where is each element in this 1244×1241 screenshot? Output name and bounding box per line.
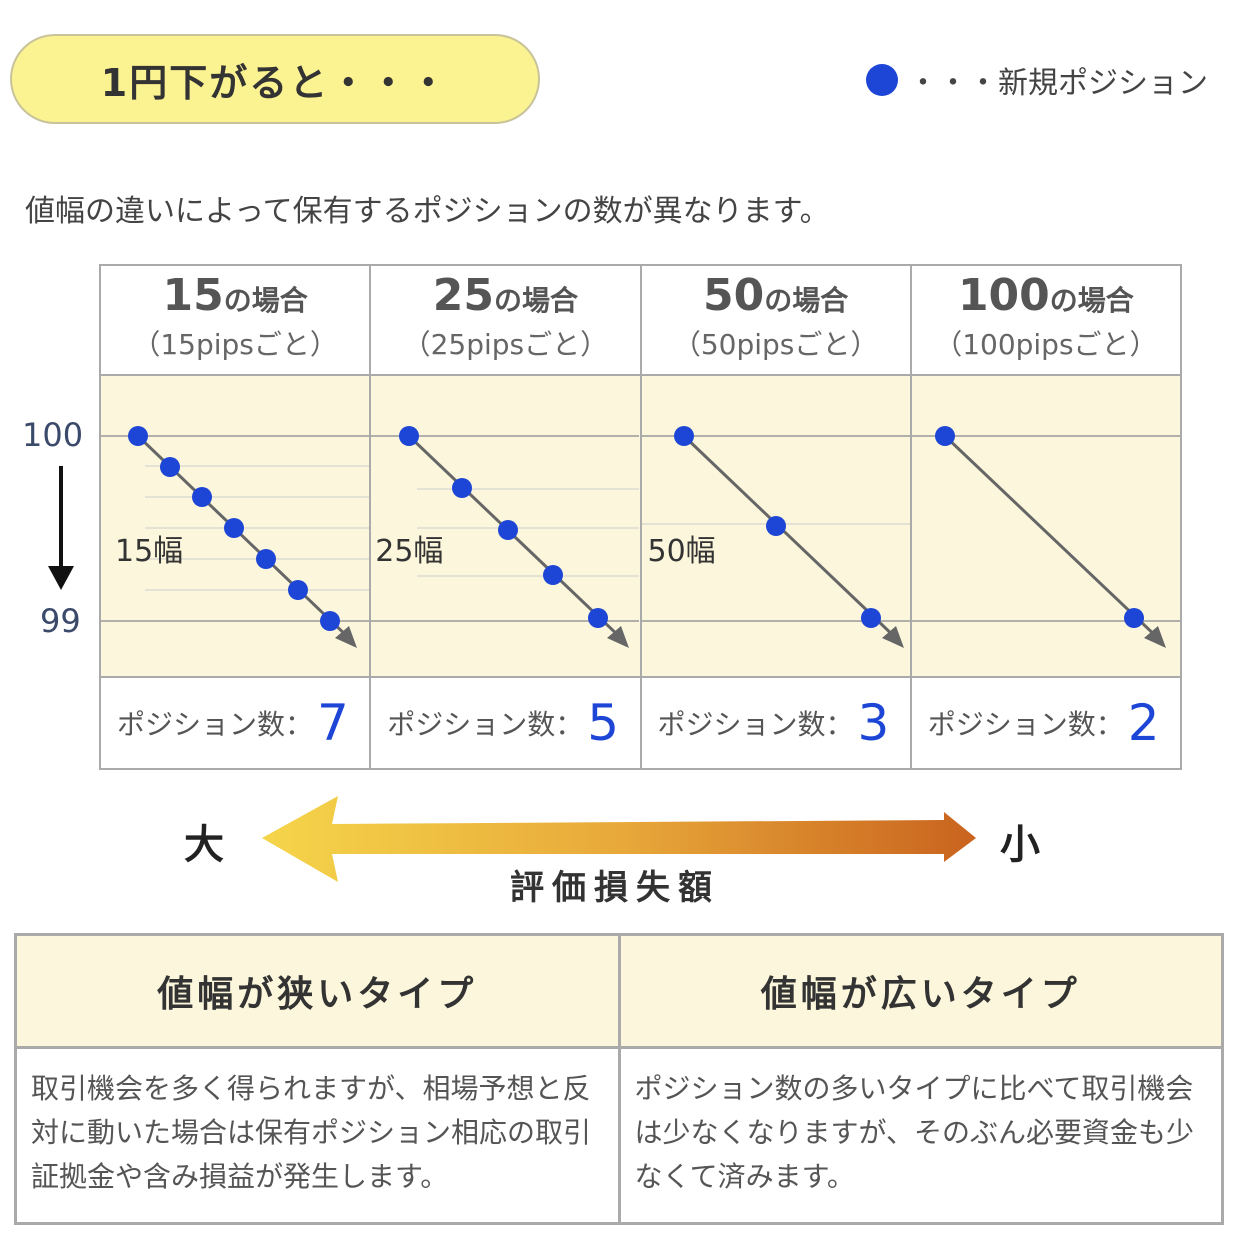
column-15: 15の場合 （15pipsごと） 15幅 bbox=[101, 266, 370, 768]
comparison-grid: 15の場合 （15pipsごと） 15幅 bbox=[99, 264, 1182, 770]
position-plot: 15幅 bbox=[101, 376, 370, 676]
column-subtitle: （15pipsごと） bbox=[132, 328, 338, 361]
arrow-caption: 評価損失額 bbox=[510, 868, 720, 908]
column-subtitle: （25pipsごと） bbox=[402, 328, 609, 361]
count-value: 5 bbox=[587, 694, 620, 752]
header-pill: 1円下がると・・・ bbox=[10, 34, 540, 124]
y-label-top: 100 bbox=[22, 416, 84, 454]
down-arrow-icon bbox=[48, 466, 74, 590]
plot-svg bbox=[101, 426, 369, 648]
count-label: ポジション数： bbox=[657, 708, 854, 741]
position-count: ポジション数： 7 bbox=[101, 676, 370, 768]
column-title-suffix: の場合 bbox=[493, 284, 578, 317]
type-description: 取引機会を多く得られますが、相場予想と反対に動いた場合は保有ポジション相応の取引… bbox=[31, 1072, 592, 1193]
column-title-number: 50 bbox=[703, 270, 765, 321]
type-title: 値幅が広いタイプ bbox=[760, 974, 1081, 1015]
plot-svg bbox=[911, 426, 1180, 648]
column-100: 100の場合 （100pipsごと） ポジション数： 2 bbox=[909, 266, 1180, 768]
column-subtitle: （100pipsごと） bbox=[934, 328, 1158, 361]
type-title: 値幅が狭いタイプ bbox=[157, 974, 478, 1015]
column-subtitle: （50pipsごと） bbox=[672, 328, 879, 361]
width-label: 15幅 bbox=[115, 534, 184, 569]
loss-gradient-arrow bbox=[262, 796, 976, 882]
intro-text: 値幅の違いによって保有するポジションの数が異なります。 bbox=[25, 194, 830, 229]
count-value: 7 bbox=[317, 694, 349, 752]
column-title-suffix: の場合 bbox=[223, 284, 308, 317]
column-50: 50の場合 （50pipsごと） 50幅 ポジション数： 3 bbox=[639, 266, 910, 768]
width-label: 50幅 bbox=[647, 534, 716, 569]
type-header: 値幅が狭いタイプ bbox=[17, 936, 618, 1049]
column-title-number: 100 bbox=[957, 270, 1050, 321]
column-25: 25の場合 （25pipsごと） 25幅 ポジション数： 5 bbox=[369, 266, 640, 768]
position-plot: 25幅 bbox=[371, 376, 640, 676]
column-header: 100の場合 （100pipsごと） bbox=[911, 266, 1180, 376]
position-count: ポジション数： 5 bbox=[371, 676, 640, 768]
plot-svg bbox=[371, 426, 640, 648]
position-plot: 50幅 bbox=[641, 376, 910, 676]
column-header: 50の場合 （50pipsごと） bbox=[641, 266, 910, 376]
plot-svg bbox=[641, 426, 910, 648]
header-title: 1円下がると・・・ bbox=[100, 60, 450, 105]
narrow-type: 値幅が狭いタイプ 取引機会を多く得られますが、相場予想と反対に動いた場合は保有ポ… bbox=[17, 936, 618, 1222]
wide-type: 値幅が広いタイプ ポジション数の多いタイプに比べて取引機会は少なくなりますが、そ… bbox=[617, 936, 1221, 1222]
count-label: ポジション数： bbox=[927, 708, 1124, 741]
type-description: ポジション数の多いタイプに比べて取引機会は少なくなりますが、そのぶん必要資金も少… bbox=[634, 1072, 1194, 1193]
column-title-number: 15 bbox=[162, 270, 224, 321]
position-count: ポジション数： 3 bbox=[641, 676, 910, 768]
column-title-suffix: の場合 bbox=[1049, 284, 1134, 317]
type-header: 値幅が広いタイプ bbox=[620, 936, 1221, 1049]
legend-label: ・・・新規ポジション bbox=[908, 66, 1208, 101]
column-title-number: 25 bbox=[432, 270, 494, 321]
width-label: 25幅 bbox=[375, 534, 444, 569]
position-plot bbox=[911, 376, 1180, 676]
column-header: 25の場合 （25pipsごと） bbox=[371, 266, 640, 376]
arrow-left-label: 大 bbox=[184, 822, 224, 868]
count-label: ポジション数： bbox=[387, 708, 584, 741]
type-comparison-table: 値幅が狭いタイプ 取引機会を多く得られますが、相場予想と反対に動いた場合は保有ポ… bbox=[14, 933, 1224, 1225]
position-count: ポジション数： 2 bbox=[911, 676, 1180, 768]
count-value: 2 bbox=[1127, 694, 1160, 752]
count-label: ポジション数： bbox=[117, 708, 314, 741]
legend: ・・・新規ポジション bbox=[866, 58, 1208, 102]
arrow-right-label: 小 bbox=[1000, 822, 1040, 868]
column-title-suffix: の場合 bbox=[764, 284, 849, 317]
count-value: 3 bbox=[857, 694, 890, 752]
y-label-bottom: 99 bbox=[40, 602, 81, 640]
column-header: 15の場合 （15pipsごと） bbox=[101, 266, 370, 376]
position-dot-icon bbox=[866, 64, 898, 96]
